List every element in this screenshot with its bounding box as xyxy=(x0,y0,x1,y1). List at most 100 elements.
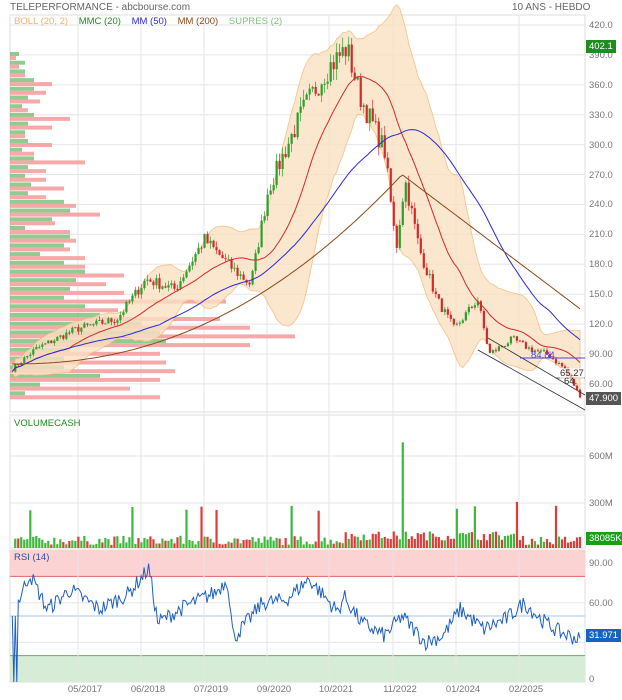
candle-body xyxy=(296,112,299,138)
volume-bar xyxy=(212,542,215,548)
candle-body xyxy=(131,295,134,302)
candle-body xyxy=(290,133,293,144)
candle-body xyxy=(464,312,467,321)
candle-body xyxy=(38,346,41,348)
candle-body xyxy=(575,385,579,390)
candle-body xyxy=(311,86,314,89)
candle-body xyxy=(215,247,218,251)
candle-body xyxy=(275,160,278,186)
volume-bar xyxy=(179,535,182,548)
candle-body xyxy=(218,250,221,255)
volume-bar xyxy=(371,533,374,548)
candle-body xyxy=(446,309,449,315)
candle-body xyxy=(458,322,461,324)
candle-body xyxy=(293,133,296,138)
max-price-badge: 402.1 xyxy=(586,40,616,53)
volume-bar xyxy=(278,538,281,548)
candle-body xyxy=(563,366,567,369)
candle-body xyxy=(116,320,119,323)
profile-bar-down xyxy=(10,247,70,252)
candle-body xyxy=(209,240,212,244)
support-label: 84.84 xyxy=(531,350,555,361)
candle-body xyxy=(497,346,501,351)
volume-title: VOLUMECASH xyxy=(14,418,81,429)
candle-body xyxy=(146,279,149,281)
volume-bar xyxy=(416,533,419,548)
profile-bar-down xyxy=(10,386,130,391)
volume-bar xyxy=(434,536,437,548)
rsi-tick: 90.00 xyxy=(589,558,613,569)
price-tick: 420.0 xyxy=(589,20,613,31)
candle-body xyxy=(200,247,203,249)
candle-body xyxy=(335,52,338,70)
candle-body xyxy=(143,280,146,289)
volume-bar xyxy=(563,536,567,548)
candle-body xyxy=(476,301,479,306)
volume-bar xyxy=(404,531,407,548)
candle-body xyxy=(425,267,428,276)
profile-bar-up xyxy=(10,382,40,387)
profile-bar-up xyxy=(10,121,28,126)
candle-body xyxy=(518,340,522,342)
volume-bar xyxy=(119,543,122,548)
profile-bar-down xyxy=(10,360,166,365)
profile-bar-up xyxy=(10,60,25,65)
profile-bar-up xyxy=(10,86,34,91)
candle-body xyxy=(152,281,155,286)
volume-bar xyxy=(53,537,56,548)
volume-bar xyxy=(299,536,302,548)
volume-tick: 300M xyxy=(589,498,613,509)
volume-bar xyxy=(398,539,401,548)
profile-bar-down xyxy=(10,343,250,348)
volume-bar xyxy=(80,540,83,548)
price-tick: 150.0 xyxy=(589,289,613,301)
profile-bar-down xyxy=(10,212,100,217)
profile-bar-up xyxy=(10,182,31,187)
volume-bar xyxy=(200,506,203,548)
volume-bar xyxy=(260,542,263,548)
volume-bar xyxy=(176,537,179,548)
profile-bar-down xyxy=(10,73,25,78)
profile-bar-up xyxy=(10,130,25,135)
profile-bar-up xyxy=(10,208,70,213)
volume-bar xyxy=(137,538,140,548)
volume-bar xyxy=(233,538,236,548)
volume-bar xyxy=(203,536,206,548)
volume-bar xyxy=(377,531,380,548)
x-axis-label: 10/2021 xyxy=(318,684,354,695)
volume-bar xyxy=(539,536,543,548)
candle-body xyxy=(284,153,287,158)
mm50-line xyxy=(11,129,581,372)
support-label: 65.27 xyxy=(560,368,584,379)
profile-bar-up xyxy=(10,112,34,117)
volume-bar xyxy=(533,541,537,548)
volume-bar xyxy=(395,535,398,548)
candle-body xyxy=(419,238,422,254)
volume-bar xyxy=(218,543,221,548)
legend-mmc20: MMC (20) xyxy=(78,16,121,27)
volume-bar xyxy=(311,544,314,548)
volume-bar xyxy=(575,537,579,548)
candle-body xyxy=(110,318,113,322)
rsi-tick: 60.00 xyxy=(589,598,613,609)
profile-bar-up xyxy=(10,217,52,222)
volume-bar xyxy=(512,533,516,548)
price-tick: 90.00 xyxy=(589,348,613,360)
candle-body xyxy=(44,343,47,345)
volume-bar xyxy=(188,539,191,548)
candle-body xyxy=(137,289,140,295)
candle-body xyxy=(122,312,125,316)
volume-bar xyxy=(293,536,296,548)
volume-bar xyxy=(14,538,17,548)
candle-body xyxy=(233,267,236,269)
candle-body xyxy=(197,247,200,254)
volume-bar xyxy=(32,537,35,548)
profile-bar-up xyxy=(10,260,64,265)
profile-bar-down xyxy=(10,203,76,208)
candle-body xyxy=(128,301,131,303)
candle-body xyxy=(404,182,407,202)
volume-bar xyxy=(29,510,32,548)
profile-bar-up xyxy=(10,156,34,161)
volume-bar xyxy=(353,536,356,548)
